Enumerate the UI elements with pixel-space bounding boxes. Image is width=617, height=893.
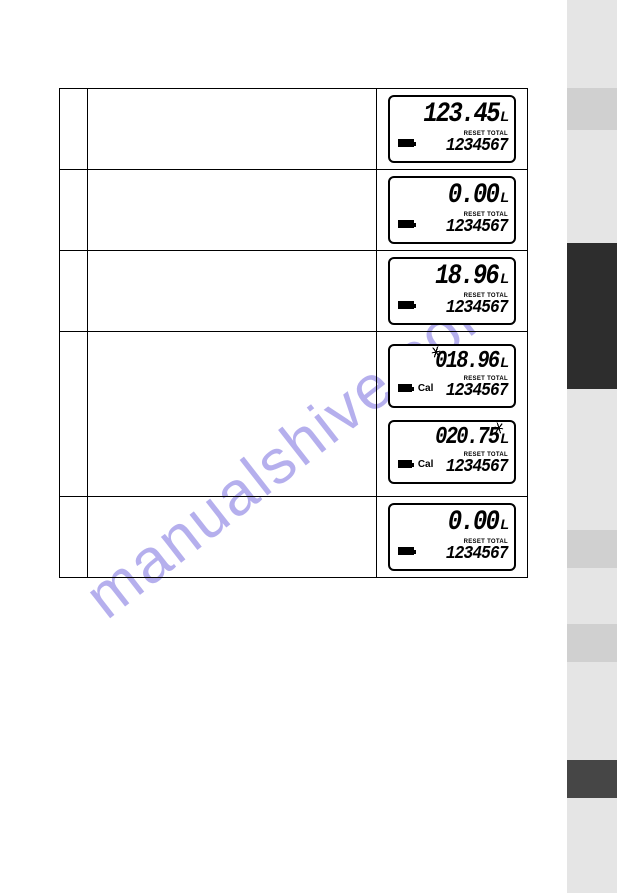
lcd-total-value: 1234567: [446, 382, 508, 400]
lcd-display: 018.96L Cal RESET TOTAL1234567: [388, 344, 516, 408]
calibration-table: 123.45LRESET TOTAL12345670.00LRESET TOTA…: [59, 88, 528, 578]
display-cell: 18.96LRESET TOTAL1234567: [377, 251, 528, 332]
step-number-cell: [60, 497, 88, 578]
lcd-total-group: RESET TOTAL1234567: [439, 539, 508, 563]
display-cell: 0.00LRESET TOTAL1234567: [377, 497, 528, 578]
lcd-icon-row: Cal RESET TOTAL1234567: [396, 376, 508, 400]
lcd-icon-row: RESET TOTAL1234567: [396, 539, 508, 563]
lcd-unit: L: [500, 108, 508, 124]
table-row: 0.00LRESET TOTAL1234567: [60, 170, 528, 251]
cal-label: Cal: [418, 459, 434, 470]
lcd-icon-row: RESET TOTAL1234567: [396, 293, 508, 317]
lcd-unit: L: [500, 270, 508, 286]
lcd-main-value: 018.96: [435, 350, 498, 374]
lcd-total-value: 1234567: [446, 545, 508, 563]
lcd-total-value: 1234567: [446, 137, 508, 155]
lcd-main-value: 020.75: [435, 426, 498, 450]
step-number-cell: [60, 332, 88, 497]
battery-icon: [398, 139, 414, 147]
lcd-display: 0.00LRESET TOTAL1234567: [388, 503, 516, 571]
battery-icon: [398, 301, 414, 309]
lcd-display: 18.96LRESET TOTAL1234567: [388, 257, 516, 325]
lcd-main-value: 18.96: [436, 263, 499, 291]
description-cell: [87, 497, 376, 578]
description-cell: [87, 332, 376, 497]
sidebar-tab: [567, 530, 617, 568]
lcd-unit: L: [500, 189, 508, 205]
lcd-total-group: RESET TOTAL1234567: [439, 452, 508, 476]
cal-label: Cal: [418, 383, 434, 394]
lcd-unit: L: [500, 516, 508, 532]
battery-icon: [398, 547, 414, 555]
lcd-total-value: 1234567: [446, 458, 508, 476]
sidebar: [567, 0, 617, 893]
battery-icon: [398, 220, 414, 228]
lcd-display: 123.45LRESET TOTAL1234567: [388, 95, 516, 163]
display-cell: 123.45LRESET TOTAL1234567: [377, 89, 528, 170]
display-cell: 018.96LCalRESET TOTAL1234567020.75LCalRE…: [377, 332, 528, 497]
lcd-unit: L: [500, 354, 508, 370]
table-row: 0.00LRESET TOTAL1234567: [60, 497, 528, 578]
lcd-icon-row: RESET TOTAL1234567: [396, 212, 508, 236]
description-cell: [87, 170, 376, 251]
lcd-display: 0.00LRESET TOTAL1234567: [388, 176, 516, 244]
sidebar-tab: [567, 624, 617, 662]
table-row: 018.96LCalRESET TOTAL1234567020.75LCalRE…: [60, 332, 528, 497]
lcd-main-row: 18.96L: [396, 263, 508, 291]
step-number-cell: [60, 89, 88, 170]
lcd-main-row: 0.00L: [396, 182, 508, 210]
lcd-display: 020.75L Cal RESET TOTAL1234567: [388, 420, 516, 484]
sidebar-tab: [567, 0, 617, 88]
lcd-total-value: 1234567: [446, 218, 508, 236]
step-number-cell: [60, 251, 88, 332]
sidebar-tab: [567, 243, 617, 389]
lcd-main-value: 123.45: [423, 101, 499, 129]
lcd-total-value: 1234567: [446, 299, 508, 317]
lcd-main-value: 0.00: [448, 182, 498, 210]
lcd-main-row: 0.00L: [396, 509, 508, 537]
battery-icon: [398, 384, 412, 392]
table-body: 123.45LRESET TOTAL12345670.00LRESET TOTA…: [60, 89, 528, 578]
sidebar-tab: [567, 88, 617, 130]
description-cell: [87, 89, 376, 170]
battery-icon: [398, 460, 412, 468]
table-row: 123.45LRESET TOTAL1234567: [60, 89, 528, 170]
step-number-cell: [60, 170, 88, 251]
description-cell: [87, 251, 376, 332]
display-cell: 0.00LRESET TOTAL1234567: [377, 170, 528, 251]
lcd-main-row: 123.45L: [396, 101, 508, 129]
sidebar-tab: [567, 760, 617, 798]
lcd-main-row: 020.75L: [396, 426, 508, 450]
lcd-main-value: 0.00: [448, 509, 498, 537]
lcd-icon-row: RESET TOTAL1234567: [396, 131, 508, 155]
lcd-total-group: RESET TOTAL1234567: [439, 131, 508, 155]
lcd-total-group: RESET TOTAL1234567: [439, 293, 508, 317]
lcd-total-group: RESET TOTAL1234567: [439, 376, 508, 400]
table-row: 18.96LRESET TOTAL1234567: [60, 251, 528, 332]
lcd-icon-row: Cal RESET TOTAL1234567: [396, 452, 508, 476]
lcd-total-group: RESET TOTAL1234567: [439, 212, 508, 236]
lcd-main-row: 018.96L: [396, 350, 508, 374]
